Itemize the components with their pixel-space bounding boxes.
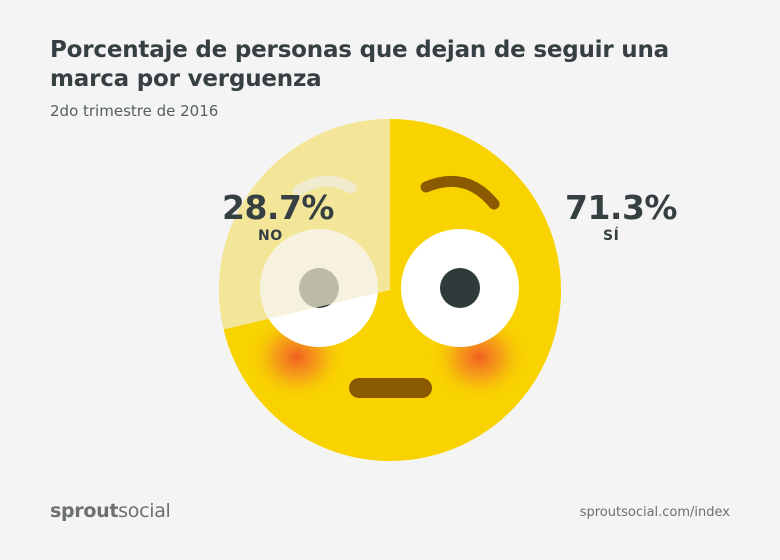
si-category-label: SÍ — [603, 228, 620, 244]
si-percent-label: 71.3% — [565, 188, 678, 227]
right-pupil — [440, 268, 480, 308]
right-brow — [420, 175, 500, 210]
sproutsocial-logo: sproutsocial — [50, 500, 171, 522]
mouth — [349, 378, 432, 398]
chart-title: Porcentaje de personas que dejan de segu… — [50, 37, 669, 92]
footer-url: sproutsocial.com/index — [579, 505, 730, 520]
no-slice-overlay — [218, 119, 390, 330]
no-category-label: NO — [258, 228, 283, 244]
no-percent-label: 28.7% — [222, 188, 335, 227]
chart-subtitle: 2do trimestre de 2016 — [50, 102, 219, 120]
